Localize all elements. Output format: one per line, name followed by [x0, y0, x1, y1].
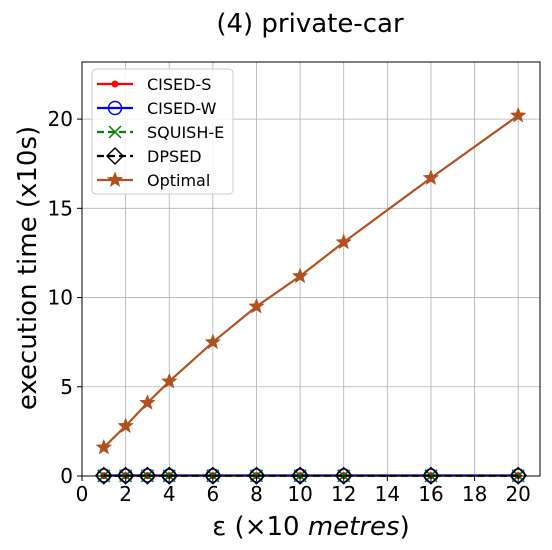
star-marker: [248, 297, 265, 314]
star-marker: [509, 106, 527, 123]
x-tick-label: 0: [76, 482, 89, 506]
x-tick-label: 14: [375, 482, 400, 506]
legend-item: CISED-W: [97, 99, 217, 118]
series-optimal: [95, 106, 527, 455]
legend: CISED-S CISED-W SQUISH-E DPSED Optimal: [91, 68, 234, 195]
diamond-marker: [334, 466, 353, 485]
axis-ticks: 0 2 4 6 8 10 12 14 16 18 20 0 5 10 15 20: [48, 107, 531, 506]
legend-label: Optimal: [147, 171, 210, 190]
star-marker: [160, 372, 178, 389]
diamond-marker: [105, 146, 125, 166]
diamond-marker: [116, 466, 135, 485]
star-marker: [106, 171, 124, 188]
x-tick-label: 18: [462, 482, 487, 506]
dot-marker: [111, 80, 119, 88]
diamond-marker: [160, 466, 179, 485]
x-tick-label: 16: [418, 482, 443, 506]
x-axis-label-suffix: ): [400, 512, 410, 542]
legend-label: DPSED: [147, 147, 202, 166]
x-tick-label: 8: [250, 482, 263, 506]
diamond-marker: [203, 466, 222, 485]
legend-item: DPSED: [97, 146, 202, 166]
x-axis-label: ε (×10 metres): [212, 512, 410, 542]
diamond-marker: [138, 466, 157, 485]
y-axis-label: execution time (x10s): [13, 126, 43, 410]
x-tick-label: 2: [119, 482, 132, 506]
legend-label: SQUISH-E: [147, 123, 224, 142]
series-dpsed: [94, 466, 528, 485]
legend-label: CISED-W: [147, 99, 217, 118]
y-tick-label: 10: [48, 286, 73, 310]
x-tick-label: 12: [331, 482, 356, 506]
star-marker: [117, 417, 134, 434]
legend-item: SQUISH-E: [97, 123, 224, 142]
star-marker: [335, 233, 352, 250]
diamond-marker: [94, 466, 113, 485]
y-tick-label: 20: [48, 107, 73, 131]
x-tick-label: 10: [287, 482, 312, 506]
x-tick-label: 4: [163, 482, 176, 506]
legend-item: CISED-S: [97, 75, 211, 94]
star-marker: [291, 267, 309, 284]
star-marker: [422, 169, 440, 186]
diamond-marker: [509, 466, 528, 485]
star-marker: [95, 438, 113, 455]
diamond-marker: [247, 466, 266, 485]
circle-marker: [107, 100, 123, 116]
legend-box: [91, 68, 234, 195]
x-tick-label: 20: [505, 482, 530, 506]
x-marker: [108, 125, 122, 139]
star-marker: [204, 333, 222, 350]
diamond-marker: [291, 466, 310, 485]
chart-title: (4) private-car: [216, 9, 404, 39]
star-marker: [139, 394, 156, 410]
x-tick-label: 6: [206, 482, 219, 506]
x-axis-label-prefix: ε (×10: [212, 512, 308, 542]
legend-label: CISED-S: [147, 75, 211, 94]
diamond-marker: [421, 466, 441, 485]
y-tick-label: 15: [48, 196, 73, 220]
series-line: [103, 114, 519, 449]
x-axis-label-unit: metres: [308, 512, 400, 542]
legend-item: Optimal: [97, 171, 210, 190]
plot-frame: [81, 61, 541, 477]
y-tick-label: 5: [60, 375, 73, 399]
y-tick-label: 0: [60, 464, 73, 488]
